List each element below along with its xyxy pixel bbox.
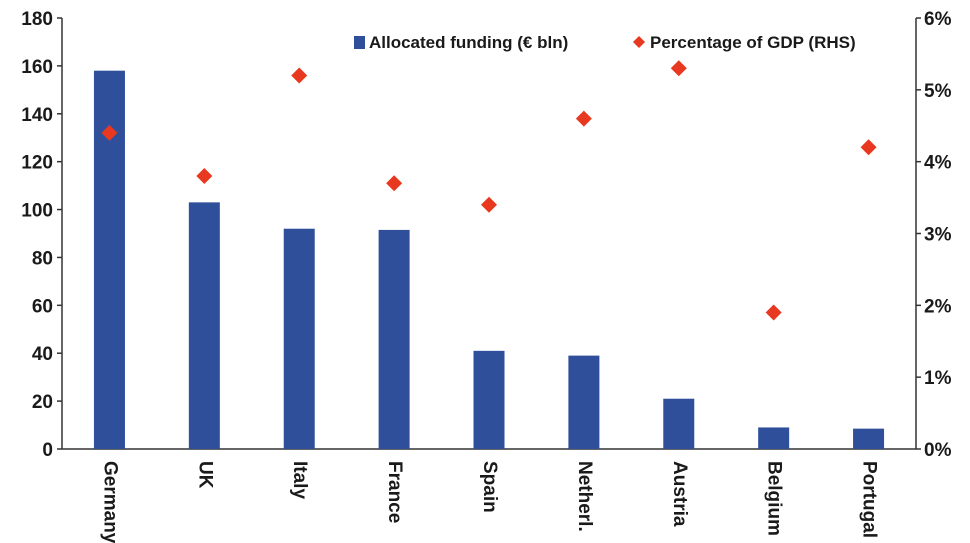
right-axis-ticks: 0% 1% 2% 3% 4% 5% 6% bbox=[916, 9, 952, 461]
category-label: France bbox=[384, 461, 405, 523]
legend-label-gdp: Percentage of GDP (RHS) bbox=[650, 33, 856, 52]
left-tick-label: 160 bbox=[21, 57, 53, 78]
category-label: Spain bbox=[479, 461, 500, 513]
left-tick-label: 180 bbox=[21, 9, 53, 30]
bar-portugal bbox=[853, 428, 885, 449]
legend-label-funding: Allocated funding (€ bln) bbox=[369, 33, 568, 52]
category-label: Austria bbox=[669, 461, 690, 527]
category-label: UK bbox=[194, 461, 215, 489]
right-tick-label: 4% bbox=[924, 153, 952, 174]
bar-spain bbox=[473, 350, 505, 449]
point-uk bbox=[196, 168, 213, 185]
point-portugal bbox=[860, 139, 877, 156]
point-spain bbox=[481, 196, 497, 213]
right-tick-label: 0% bbox=[924, 440, 952, 461]
right-tick-label: 3% bbox=[924, 225, 952, 246]
bar-france bbox=[378, 229, 410, 449]
bar-austria bbox=[663, 398, 695, 449]
point-austria bbox=[670, 60, 687, 77]
left-tick-label: 120 bbox=[21, 153, 53, 174]
category-label: Germany bbox=[99, 461, 120, 543]
legend: Allocated funding (€ bln) Percentage of … bbox=[354, 33, 856, 52]
left-tick-label: 40 bbox=[32, 344, 53, 365]
legend-swatch-gdp bbox=[633, 36, 645, 48]
point-netherl bbox=[575, 110, 592, 127]
left-tick-label: 20 bbox=[32, 392, 53, 413]
left-tick-label: 80 bbox=[32, 248, 53, 269]
left-axis-ticks: 0 20 40 60 80 100 120 140 160 180 bbox=[21, 9, 62, 461]
category-label: Belgium bbox=[764, 461, 785, 536]
left-tick-label: 140 bbox=[21, 105, 53, 126]
category-label: Italy bbox=[289, 461, 310, 499]
category-labels: Germany UK Italy France Spain Netherl. Austria… bbox=[99, 461, 879, 543]
point-italy bbox=[291, 67, 308, 84]
left-tick-label: 60 bbox=[32, 296, 53, 317]
left-tick-label: 100 bbox=[21, 201, 53, 222]
bar-belgium bbox=[758, 427, 790, 449]
point-belgium bbox=[765, 304, 782, 321]
category-label: Portugal bbox=[859, 461, 880, 538]
right-tick-label: 5% bbox=[924, 81, 952, 102]
point-france bbox=[386, 175, 403, 192]
right-tick-label: 2% bbox=[924, 296, 952, 317]
category-label: Netherl. bbox=[574, 461, 595, 532]
left-tick-label: 0 bbox=[42, 440, 53, 461]
bar-italy bbox=[283, 228, 315, 449]
bar-series bbox=[93, 70, 885, 449]
bar-netherl bbox=[568, 355, 600, 449]
right-tick-label: 6% bbox=[924, 9, 952, 30]
point-germany bbox=[101, 124, 118, 141]
diamond-series bbox=[101, 60, 877, 321]
right-tick-label: 1% bbox=[924, 368, 952, 389]
bar-uk bbox=[188, 202, 220, 449]
legend-swatch-funding bbox=[354, 36, 365, 49]
